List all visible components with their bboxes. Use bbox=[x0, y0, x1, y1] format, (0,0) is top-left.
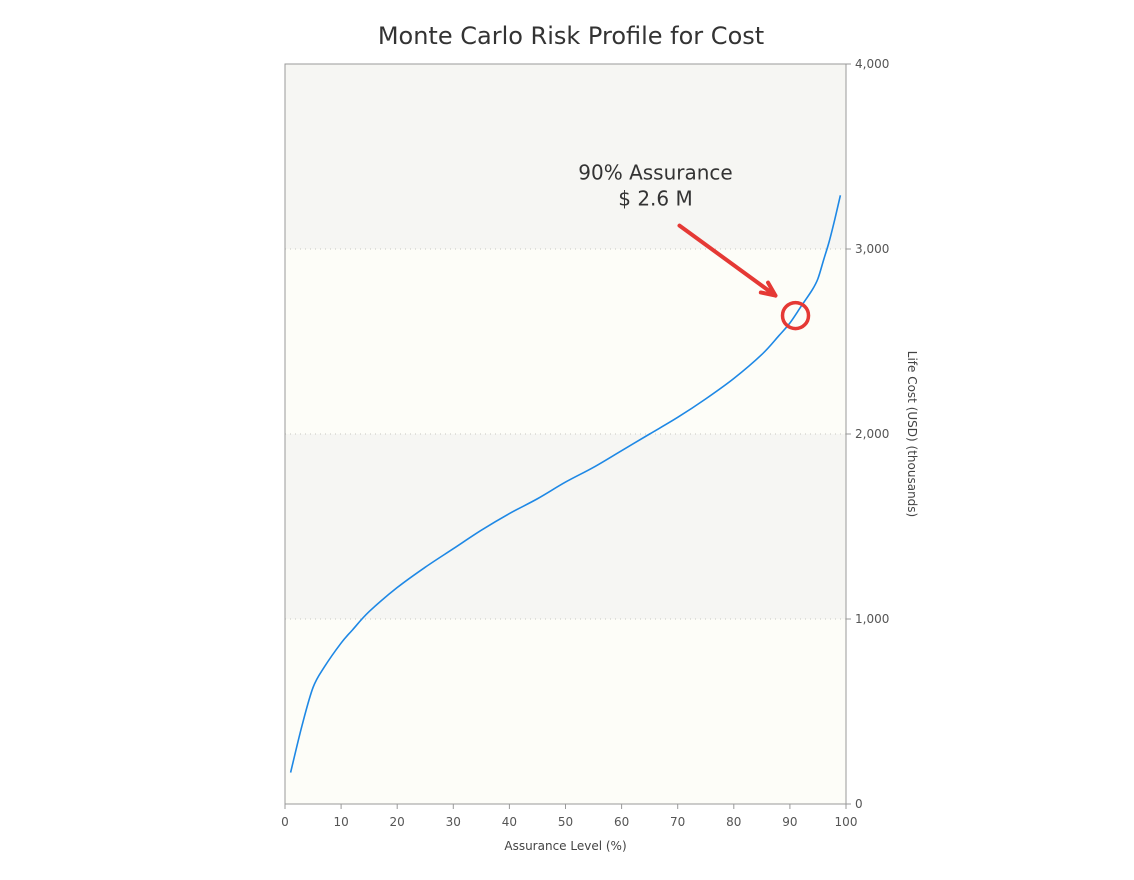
x-tick-label: 100 bbox=[835, 815, 858, 829]
x-tick-label: 40 bbox=[502, 815, 517, 829]
y-tick-label: 0 bbox=[855, 797, 863, 811]
x-tick-label: 0 bbox=[281, 815, 289, 829]
horizontal-gridlines bbox=[285, 248, 846, 620]
annotation-arrow bbox=[677, 223, 778, 298]
x-tick-label: 50 bbox=[558, 815, 573, 829]
x-axis-label: Assurance Level (%) bbox=[504, 839, 626, 853]
y-tick-label: 1,000 bbox=[855, 612, 889, 626]
annotation-callout: 90% Assurance $ 2.6 M bbox=[578, 161, 811, 331]
background-band bbox=[285, 64, 846, 249]
y-tick-label: 3,000 bbox=[855, 242, 889, 256]
x-tick-label: 10 bbox=[333, 815, 348, 829]
chart-title: Monte Carlo Risk Profile for Cost bbox=[378, 22, 764, 50]
x-tick-label: 20 bbox=[390, 815, 405, 829]
series-line bbox=[289, 195, 842, 773]
y-tick-label: 4,000 bbox=[855, 57, 889, 71]
background-band bbox=[285, 249, 846, 434]
background-bands bbox=[285, 64, 846, 804]
x-tick-label: 30 bbox=[446, 815, 461, 829]
x-tick-label: 70 bbox=[670, 815, 685, 829]
x-tick-label: 60 bbox=[614, 815, 629, 829]
background-band bbox=[285, 619, 846, 804]
y-tick-label: 2,000 bbox=[855, 427, 889, 441]
y-axis: 0 1,000 2,000 3,000 4,000 bbox=[846, 57, 889, 811]
annotation-line-1: 90% Assurance bbox=[578, 161, 732, 185]
y-axis-label: Life Cost (USD) (thousands) bbox=[905, 351, 919, 517]
annotation-line-2: $ 2.6 M bbox=[618, 187, 693, 211]
x-axis: 0 10 20 30 40 50 60 70 80 90 100 bbox=[281, 804, 857, 829]
annotation-circle bbox=[780, 300, 811, 331]
background-band bbox=[285, 434, 846, 619]
x-tick-label: 90 bbox=[782, 815, 797, 829]
x-tick-label: 80 bbox=[726, 815, 741, 829]
